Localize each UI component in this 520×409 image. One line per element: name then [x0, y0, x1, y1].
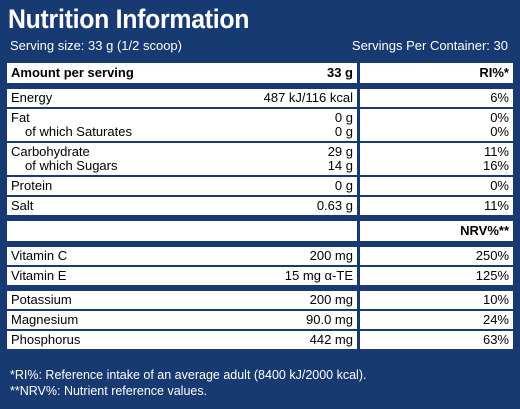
nutrient-name: Protein — [11, 178, 53, 193]
nutrient-amount: 0.63 g — [250, 197, 360, 215]
nrv-header-row: NRV%** — [7, 221, 513, 247]
vitamin-amount: 200 mg — [250, 247, 360, 265]
nutrient-ri: 0% — [490, 178, 509, 193]
serving-info: Serving size: 33 g (1/2 scoop) Servings … — [10, 38, 508, 53]
mineral-amount: 442 mg — [250, 331, 360, 349]
vitamin-name: Vitamin E — [11, 268, 67, 283]
footnote-nrv: **NRV%: Nutrient reference values. — [10, 384, 208, 398]
mineral-name: Phosphorus — [11, 332, 81, 347]
table-row-vitamin-e: Vitamin E 15 mg α-TE 125% — [7, 267, 513, 291]
nutrient-subamount: 0 g — [334, 124, 353, 139]
nutrient-amount: 0 g — [250, 177, 360, 195]
header-serving-amount: 33 g — [250, 63, 360, 83]
table-header-row: Amount per serving 33 g RI%* — [7, 63, 513, 89]
nutrient-name: Carbohydrate — [11, 144, 90, 159]
nutrient-ri: 0% — [490, 110, 509, 125]
mineral-nrv: 10% — [482, 292, 509, 307]
nutrient-subri: 16% — [482, 158, 509, 173]
nutrient-subri: 0% — [490, 124, 509, 139]
mineral-nrv: 63% — [482, 332, 509, 347]
header-ri: RI%* — [479, 65, 509, 80]
vitamin-amount: 15 mg α-TE — [250, 267, 360, 285]
nutrient-amount: 0 g — [334, 110, 353, 125]
footnote-ri: *RI%: Reference intake of an average adu… — [10, 368, 367, 382]
nutrient-subamount: 14 g — [327, 158, 353, 173]
table-row-carbohydrate: Carbohydrate of which Sugars 29 g 14 g 1… — [7, 143, 513, 177]
nutrient-name: Energy — [11, 90, 53, 105]
table-row-energy: Energy 487 kJ/116 kcal 6% — [7, 89, 513, 109]
table-row-salt: Salt 0.63 g 11% — [7, 197, 513, 221]
table-row-protein: Protein 0 g 0% — [7, 177, 513, 197]
nutrient-ri: 11% — [483, 198, 509, 213]
servings-per-container: Servings Per Container: 30 — [351, 38, 508, 53]
table-row-fat: Fat of which Saturates 0 g 0 g 0% 0% — [7, 109, 513, 143]
nutrient-amount: 29 g — [327, 144, 353, 159]
mineral-name: Magnesium — [11, 312, 79, 327]
footnotes: *RI%: Reference intake of an average adu… — [10, 367, 366, 399]
nutrient-name: Fat — [11, 110, 30, 125]
table-row-vitamin-c: Vitamin C 200 mg 250% — [7, 247, 513, 267]
mineral-amount: 90.0 mg — [250, 311, 360, 329]
mineral-nrv: 24% — [482, 312, 509, 327]
nutrient-ri: 11% — [483, 144, 509, 159]
table-row-phosphorus: Phosphorus 442 mg 63% — [7, 331, 513, 351]
nutrient-name: Salt — [11, 198, 34, 213]
table-row-potassium: Potassium 200 mg 10% — [7, 291, 513, 311]
mineral-amount: 200 mg — [250, 291, 360, 309]
table-row-magnesium: Magnesium 90.0 mg 24% — [7, 311, 513, 331]
vitamin-nrv: 125% — [475, 268, 509, 283]
serving-size: Serving size: 33 g (1/2 scoop) — [10, 38, 182, 53]
vitamin-name: Vitamin C — [11, 248, 68, 263]
mineral-name: Potassium — [11, 292, 72, 307]
nutrient-ri: 6% — [490, 90, 509, 105]
vitamin-nrv: 250% — [475, 248, 509, 263]
header-amount-per-serving: Amount per serving — [11, 65, 134, 80]
page-title: Nutrition Information — [8, 4, 250, 34]
nutrient-subname: of which Saturates — [25, 124, 132, 139]
nutrition-table: Amount per serving 33 g RI%* Energy 487 … — [7, 63, 513, 351]
nutrient-subname: of which Sugars — [25, 158, 118, 173]
nutrient-amount: 487 kJ/116 kcal — [250, 89, 360, 107]
header-nrv: NRV%** — [460, 223, 509, 238]
